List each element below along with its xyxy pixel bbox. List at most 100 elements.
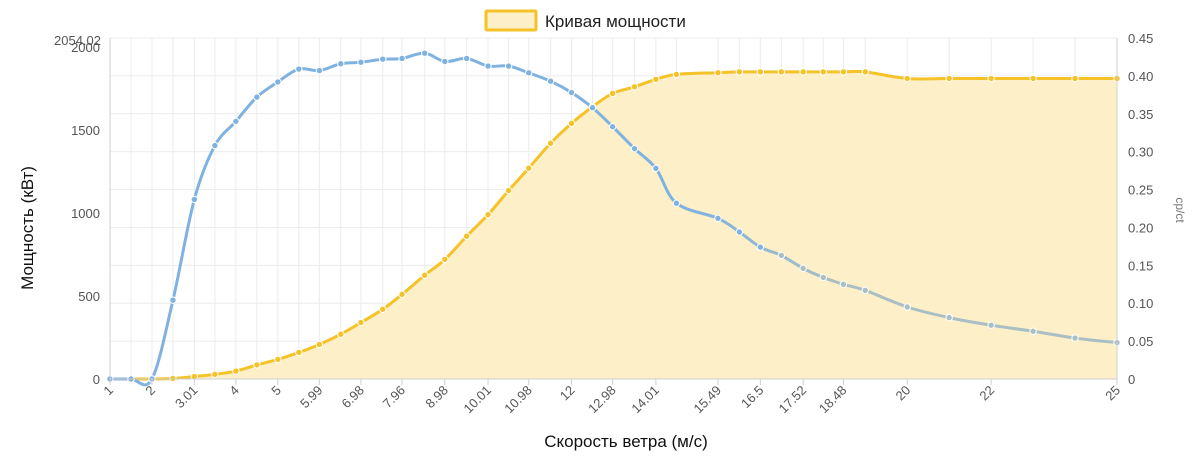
cp-ct-point: [608, 122, 617, 131]
x-tick-label: 4: [226, 383, 242, 399]
legend-swatch[interactable]: [484, 9, 538, 32]
power-curve-point: [799, 68, 807, 76]
cp-ct-point: [819, 273, 827, 282]
x-tick-label: 15.49: [690, 383, 724, 417]
series-area: [110, 71, 1117, 380]
cp-ct-point: [295, 65, 303, 73]
cp-ct-point: [379, 55, 387, 63]
x-tick-label: 2: [142, 383, 158, 399]
x-tick-label: 6.98: [339, 383, 368, 412]
power-curve-point: [1029, 74, 1037, 83]
power-curve-point: [839, 68, 848, 76]
power-curve-point: [546, 139, 555, 147]
cp-ct-point: [652, 164, 660, 173]
x-tick-label: 12: [557, 383, 578, 404]
x-axis-title: Скорость ветра (м/с): [544, 432, 708, 451]
cp-ct-point: [441, 57, 449, 66]
cp-ct-point: [945, 313, 953, 322]
power-curve-point: [903, 74, 911, 83]
y-right-tick-label: 0: [1128, 372, 1135, 387]
power-area: [110, 71, 1117, 380]
cp-ct-point: [799, 264, 807, 273]
cp-ct-point: [1029, 327, 1037, 335]
power-curve-point: [441, 255, 449, 264]
power-curve-point: [945, 74, 953, 83]
cp-ct-point: [588, 104, 597, 112]
cp-ct-point: [525, 69, 533, 77]
y-left-tick-label: 2000: [71, 40, 100, 55]
cp-ct-point: [232, 117, 240, 126]
power-curve-point: [525, 164, 533, 172]
legend-label[interactable]: Кривая мощности: [545, 12, 686, 31]
power-curve-point: [735, 68, 744, 76]
x-tick-label: 18.48: [816, 383, 850, 417]
power-curve-point: [211, 370, 219, 379]
cp-ct-point: [567, 88, 576, 97]
cp-ct-point: [462, 54, 471, 63]
cp-ct-point: [315, 66, 324, 75]
legend[interactable]: Кривая мощности: [484, 9, 686, 32]
cp-ct-point: [484, 62, 492, 70]
x-tick-label: 8.98: [422, 383, 451, 412]
power-curve-point: [462, 232, 471, 240]
y-left-axis-title: Мощность (кВт): [18, 166, 37, 290]
y-right-tick-label: 0.30: [1128, 145, 1153, 160]
x-tick-label: 1: [100, 383, 116, 399]
y-left-tick-label: 500: [78, 289, 100, 304]
cp-ct-point: [630, 144, 639, 153]
cp-ct-point: [546, 77, 555, 85]
y-left-tick-label: 1500: [71, 123, 100, 138]
y-right-tick-label: 0.10: [1128, 296, 1153, 311]
y-left-max-label: 2054.02: [54, 33, 101, 48]
power-curve-point: [819, 68, 827, 76]
cp-ct-point: [672, 199, 681, 207]
x-tick-label: 22: [976, 383, 997, 404]
power-curve-point: [398, 290, 406, 299]
cp-ct-point: [398, 54, 406, 63]
power-curve-point: [295, 348, 303, 357]
cp-ct-point: [777, 251, 786, 260]
y-right-tick-label: 0.20: [1128, 220, 1153, 235]
cp-ct-point: [735, 228, 744, 236]
cp-ct-point: [357, 58, 365, 66]
x-tick-label: 25: [1102, 383, 1123, 404]
cp-ct-point: [987, 321, 995, 329]
x-tick-label: 5: [268, 383, 284, 399]
power-curve-point: [714, 69, 722, 77]
y-right-tick-label: 0.45: [1128, 31, 1153, 46]
power-curve-point: [987, 74, 995, 83]
cp-ct-point: [504, 62, 513, 70]
power-curve-point: [567, 119, 576, 128]
cp-ct-point: [903, 303, 911, 311]
cp-ct-point: [253, 93, 261, 101]
power-curve-point: [861, 68, 869, 76]
x-tick-label: 10.98: [501, 383, 535, 417]
power-curve-point: [672, 70, 681, 79]
cp-ct-point: [274, 78, 282, 86]
cp-ct-point: [1071, 334, 1079, 342]
y-left-tick-label: 0: [93, 372, 100, 387]
power-curve-point: [652, 75, 660, 84]
power-curve-point: [630, 83, 639, 91]
y-left-tick-label: 1000: [71, 206, 100, 221]
power-curve-point: [379, 305, 387, 313]
x-tick-label: 10.01: [461, 383, 495, 417]
power-curve-point: [337, 330, 345, 338]
cp-ct-point: [839, 280, 848, 288]
cp-ct-point: [337, 60, 345, 68]
power-curve-point: [420, 271, 429, 279]
x-tick-label: 5.99: [297, 383, 326, 412]
power-curve-point: [315, 340, 324, 349]
x-tick-label: 20: [892, 383, 913, 404]
power-curve-point: [274, 355, 282, 364]
power-curve-point: [253, 361, 261, 369]
power-curve-point: [357, 318, 365, 327]
cp-ct-point: [861, 286, 869, 295]
cp-ct-point: [714, 214, 722, 223]
y-right-tick-label: 0.05: [1128, 334, 1153, 349]
power-curve-point: [756, 68, 765, 76]
power-curve-point: [608, 89, 617, 98]
x-tick-label: 14.01: [628, 383, 662, 417]
cp-ct-point: [190, 195, 199, 204]
